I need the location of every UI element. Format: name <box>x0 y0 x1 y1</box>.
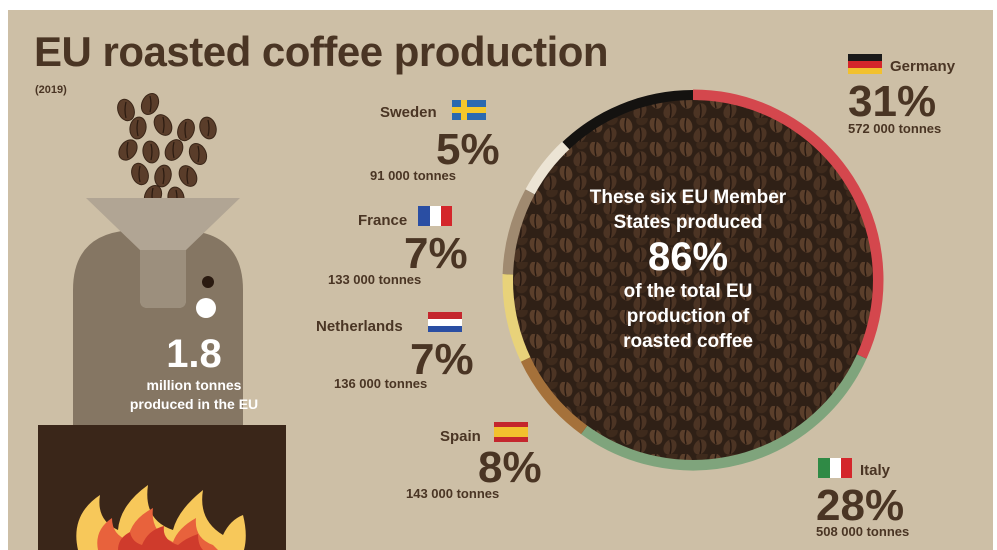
italy-label: Italy <box>860 462 891 479</box>
page-title: EU roasted coffee production <box>34 28 609 75</box>
germany-label: Germany <box>890 58 956 75</box>
netherlands-tonnes: 136 000 tonnes <box>334 376 428 391</box>
arc-sweden <box>525 141 570 195</box>
flame-icon <box>76 485 246 550</box>
italy-tonnes: 508 000 tonnes <box>816 524 910 539</box>
germany-percent: 31% <box>848 77 937 126</box>
infographic: EU roasted coffee production (2019) <box>8 10 993 550</box>
france-percent: 7% <box>404 229 468 278</box>
arc-netherlands <box>502 274 531 362</box>
sweden-percent: 5% <box>436 125 500 174</box>
donut-chart <box>502 89 884 471</box>
arc-germany <box>692 89 884 359</box>
coffee-bean-fill <box>513 100 873 460</box>
spain-label: Spain <box>440 428 481 445</box>
total-production-value: 1.8 <box>166 332 222 376</box>
arc-spain <box>520 356 588 435</box>
france-label: France <box>358 212 408 229</box>
netherlands-label: Netherlands <box>316 318 403 335</box>
coffee-beans-icon <box>117 92 217 210</box>
spain-tonnes: 143 000 tonnes <box>406 486 500 501</box>
total-production-label: million tonnes produced in the EU <box>129 377 259 412</box>
france-flag-icon <box>418 206 452 226</box>
sweden-label: Sweden <box>380 104 437 121</box>
roaster-drum <box>73 230 243 425</box>
spain-flag-icon <box>494 422 528 442</box>
sweden-flag-icon <box>452 100 486 120</box>
italy-flag-icon <box>818 458 852 478</box>
coffee-roaster-illustration <box>38 92 286 550</box>
germany-tonnes: 572 000 tonnes <box>848 121 942 136</box>
netherlands-flag-icon <box>428 312 462 332</box>
arc-italy <box>581 354 867 471</box>
combined-share-value: 86% <box>647 235 729 279</box>
netherlands-percent: 7% <box>410 335 474 384</box>
arc-france <box>502 189 536 275</box>
france-tonnes: 133 000 tonnes <box>328 272 422 287</box>
germany-flag-icon <box>848 54 882 74</box>
italy-percent: 28% <box>816 481 905 530</box>
center-summary: These six EU Member States produced 86% … <box>563 185 813 354</box>
spain-percent: 8% <box>478 443 542 492</box>
year-label: (2019) <box>35 84 67 96</box>
sweden-tonnes: 91 000 tonnes <box>370 168 456 183</box>
